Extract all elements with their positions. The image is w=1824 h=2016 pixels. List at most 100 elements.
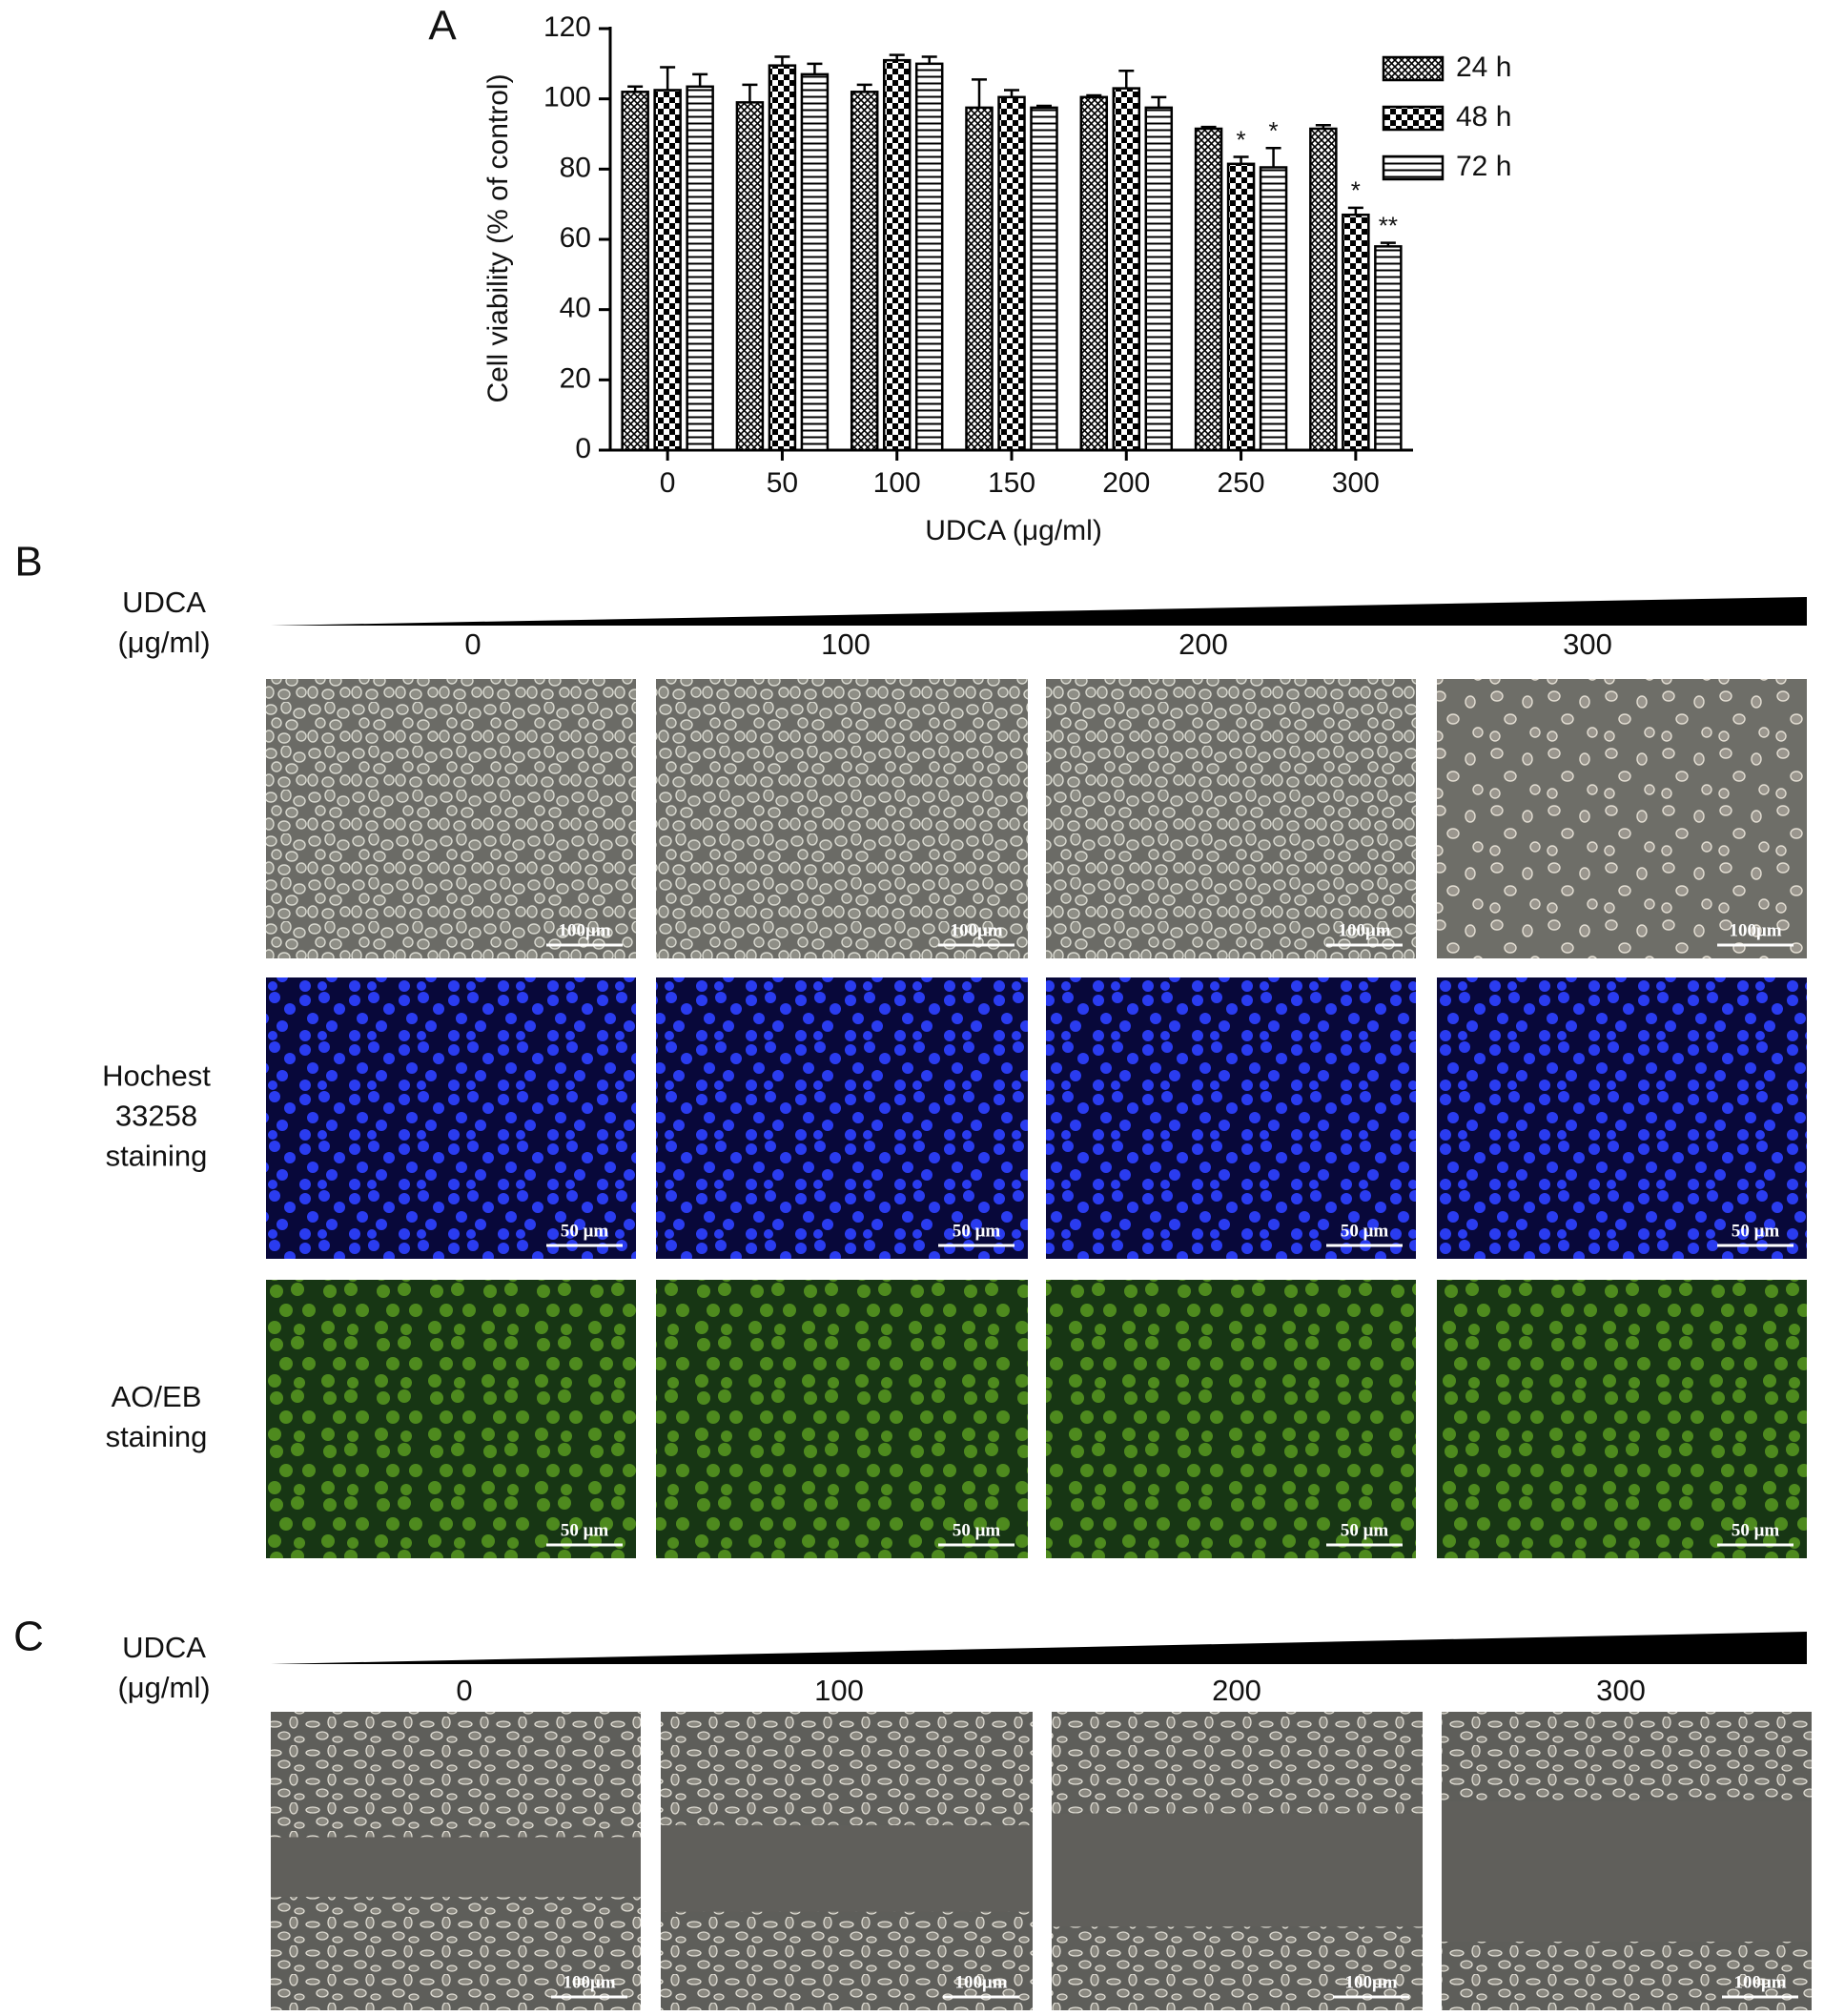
significance-mark: * <box>1269 116 1279 145</box>
legend-swatch <box>1382 105 1445 132</box>
y-tick-label: 120 <box>543 11 591 43</box>
dose-title: UDCA <box>122 586 206 619</box>
error-bar <box>921 55 937 64</box>
x-tick-label: 100 <box>873 467 921 499</box>
scale-bar-label: 50 μm <box>1732 1221 1780 1241</box>
cell-layer <box>1442 1712 1812 1801</box>
error-bar <box>692 72 708 87</box>
cell-layer <box>661 1712 1033 1825</box>
dose-wedge <box>271 1632 1807 1664</box>
error-bar <box>660 66 676 91</box>
micrograph <box>656 1280 1028 1558</box>
panel-label: B <box>14 539 42 586</box>
error-bar <box>742 83 758 103</box>
x-axis-label: UDCA (μg/ml) <box>925 515 1102 546</box>
bar <box>882 58 912 452</box>
legend-label: 48 h <box>1456 101 1511 133</box>
dose-label: 300 <box>1563 627 1612 661</box>
scale-bar-label: 100μm <box>954 1972 1007 1992</box>
bar <box>1374 245 1403 452</box>
significance-mark: * <box>1237 125 1246 154</box>
panel-label: A <box>428 3 457 50</box>
error-bar <box>1004 89 1019 97</box>
bar <box>914 62 944 452</box>
significance-mark: ** <box>1379 212 1398 240</box>
significance-mark: * <box>1351 176 1361 205</box>
legend-swatch <box>1382 55 1445 82</box>
bar <box>768 64 797 452</box>
bar <box>735 101 765 452</box>
scale-bar-label: 50 μm <box>561 1520 609 1540</box>
error-bar <box>807 62 823 74</box>
micrograph <box>1437 1280 1807 1558</box>
scale-bar-label: 100μm <box>950 920 1002 940</box>
x-tick-label: 150 <box>988 467 1035 499</box>
micrograph <box>1437 679 1807 958</box>
y-tick-label: 60 <box>560 222 591 254</box>
bar <box>850 91 879 452</box>
micrograph <box>1046 679 1416 958</box>
dose-label: 100 <box>821 627 871 661</box>
micrograph <box>656 977 1028 1259</box>
legend-label: 24 h <box>1456 51 1511 83</box>
error-bar <box>972 78 987 108</box>
bar <box>1342 213 1370 452</box>
cell-layer <box>271 1897 641 2010</box>
y-tick-label: 20 <box>560 362 591 394</box>
micrograph <box>1046 1280 1416 1558</box>
x-tick-label: 50 <box>767 467 798 499</box>
micrograph <box>266 1280 636 1558</box>
x-tick-label: 0 <box>660 467 676 499</box>
row-caption: staining <box>106 1420 208 1453</box>
scale-bar-label: 50 μm <box>953 1520 1001 1540</box>
x-tick-label: 300 <box>1332 467 1380 499</box>
error-bar <box>1036 104 1052 108</box>
error-bar <box>1265 146 1281 168</box>
error-bar <box>1233 155 1249 164</box>
y-tick-label: 40 <box>560 293 591 324</box>
bar <box>1309 127 1338 452</box>
y-axis-label: Cell viability (% of control) <box>482 73 514 402</box>
error-bar <box>889 53 905 61</box>
scale-bar-label: 100μm <box>1733 1972 1786 1992</box>
micrograph <box>1437 977 1807 1259</box>
scale-bar-label: 50 μm <box>561 1221 609 1241</box>
scale-bar-label: 100μm <box>558 920 610 940</box>
legend-label: 72 h <box>1456 151 1511 182</box>
cell-layer <box>271 1712 641 1838</box>
dose-label: 300 <box>1596 1674 1646 1707</box>
legend-swatch <box>1382 154 1445 181</box>
x-tick-label: 200 <box>1102 467 1150 499</box>
dose-label: 100 <box>814 1674 864 1707</box>
error-bar <box>1347 206 1363 216</box>
error-bar <box>1380 241 1396 247</box>
bar <box>1194 127 1223 452</box>
y-tick-label: 80 <box>560 152 591 183</box>
error-bar <box>774 55 790 66</box>
bar <box>653 89 682 452</box>
error-bar <box>856 83 872 93</box>
dose-label: 200 <box>1212 1674 1261 1707</box>
dose-label: 200 <box>1178 627 1228 661</box>
bar <box>1112 87 1141 452</box>
dose-title: UDCA <box>122 1631 206 1664</box>
error-bar <box>1118 69 1135 89</box>
bar <box>997 95 1026 452</box>
row-caption: Hochest <box>102 1059 211 1093</box>
bar <box>1144 106 1174 452</box>
scale-bar-label: 50 μm <box>953 1221 1001 1241</box>
y-tick-label: 0 <box>575 433 591 464</box>
dose-wedge <box>271 597 1807 626</box>
micrograph <box>266 679 636 958</box>
panel-label: C <box>13 1614 44 1660</box>
x-tick-label: 250 <box>1218 467 1265 499</box>
scale-bar-label: 100μm <box>563 1972 615 1992</box>
scale-bar-label: 100μm <box>1729 920 1781 940</box>
bar <box>686 85 714 452</box>
cell-layer <box>1442 1942 1812 2010</box>
scale-bar-label: 100μm <box>1338 920 1390 940</box>
error-bar <box>1200 125 1217 129</box>
bar <box>1030 106 1058 452</box>
